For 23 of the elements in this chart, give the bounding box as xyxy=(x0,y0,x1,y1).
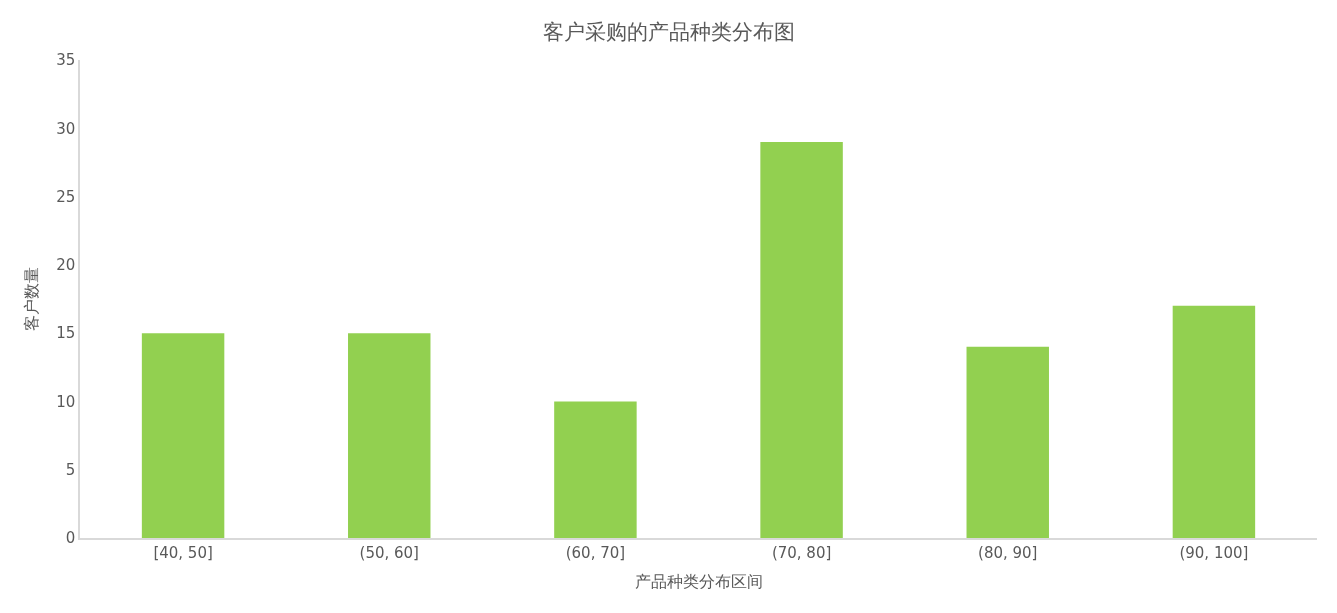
y-tick-label: 25 xyxy=(56,187,76,206)
bar xyxy=(1172,305,1256,538)
y-tick-label: 15 xyxy=(56,324,76,343)
y-tick-label: 10 xyxy=(56,392,76,411)
bar xyxy=(760,141,843,538)
y-axis-title: 客户数量 xyxy=(21,267,41,331)
x-tick-label: (50, 60] xyxy=(359,543,419,562)
x-tick-label: [40, 50] xyxy=(153,543,213,562)
y-tick-label: 0 xyxy=(65,529,76,548)
y-tick-label: 35 xyxy=(56,51,76,70)
x-tick-label: (80, 90] xyxy=(978,543,1038,562)
x-tick-label: (90, 100] xyxy=(1179,543,1249,562)
x-tick-label: (70, 80] xyxy=(771,543,832,562)
y-tick-label: 20 xyxy=(56,256,76,275)
bar xyxy=(966,346,1049,538)
bar xyxy=(554,401,637,538)
x-axis-title: 产品种类分布区间 xyxy=(634,571,763,591)
bar xyxy=(141,333,225,538)
y-tick-label: 30 xyxy=(56,119,76,138)
bar xyxy=(348,333,431,538)
y-tick-label: 5 xyxy=(65,460,76,479)
x-tick-label: (60, 70] xyxy=(565,543,626,562)
chart-title: 客户采购的产品种类分布图 xyxy=(542,20,795,45)
